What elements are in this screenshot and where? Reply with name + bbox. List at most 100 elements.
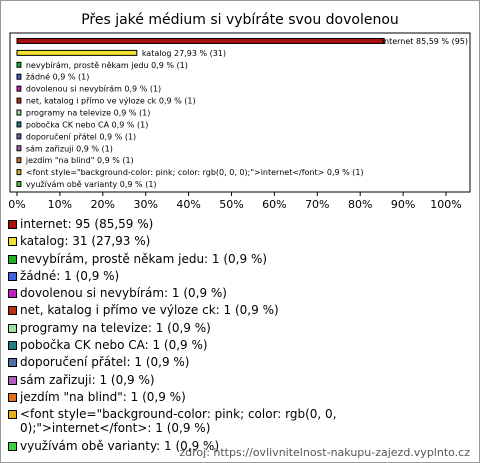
bar-value-label: 0,9 % (1) xyxy=(76,144,113,153)
legend-item: žádné: 1 (0,9 %) xyxy=(8,269,463,283)
chart-title: Přes jaké médium si vybíráte svou dovole… xyxy=(81,12,399,28)
bar-category: pobočka CK nebo CA xyxy=(26,119,110,129)
x-tick-label: 100% xyxy=(430,198,461,211)
bar xyxy=(16,49,138,56)
bar-label: internet 85,59 % (95) xyxy=(382,36,468,45)
bar-value-label: 0,9 % (1) xyxy=(120,180,157,189)
legend-item: sám zařizuji: 1 (0,9 %) xyxy=(8,373,463,387)
legend-swatch xyxy=(8,254,17,264)
x-tick-label: 50% xyxy=(219,198,243,211)
legend-label: net, katalog i přímo ve výloze ck: 1 (0,… xyxy=(20,303,279,318)
legend-item: pobočka CK nebo CA: 1 (0,9 %) xyxy=(8,338,463,352)
legend-label: pobočka CK nebo CA: 1 (0,9 %) xyxy=(20,338,208,353)
bar-category: net, katalog i přímo ve výloze ck xyxy=(26,96,157,105)
x-tick-label: 30% xyxy=(133,198,157,211)
x-tick-label: 80% xyxy=(348,198,372,211)
bar-value-label: 27,93 % (31) xyxy=(174,48,226,57)
bar-label: pobočka CK nebo CA 0,9 % (1) xyxy=(26,119,149,129)
bar-label: nevybírám, prostě někam jedu 0,9 % (1) xyxy=(26,60,188,69)
bar-label: jezdím "na blind" 0,9 % (1) xyxy=(25,156,134,165)
legend-item: využívám obě varianty: 1 (0,9 %) xyxy=(8,439,463,453)
bar-value-label: 0,9 % (1) xyxy=(112,120,149,129)
bar-label: net, katalog i přímo ve výloze ck 0,9 % … xyxy=(26,96,196,105)
legend-item: programy na televize: 1 (0,9 %) xyxy=(8,321,463,335)
x-tick-label: 70% xyxy=(305,198,329,211)
bar-label: žádné 0,9 % (1) xyxy=(26,71,89,81)
legend-swatch xyxy=(8,289,17,299)
x-tick-label: 0% xyxy=(8,198,25,211)
x-tick-label: 20% xyxy=(91,198,115,211)
legend-item: katalog: 31 (27,93 %) xyxy=(8,234,463,248)
bar-category: programy na televize xyxy=(26,108,111,117)
legend-swatch xyxy=(8,220,17,229)
bar-label: sám zařizuji 0,9 % (1) xyxy=(26,144,113,153)
legend-swatch xyxy=(8,358,17,368)
legend-label: žádné: 1 (0,9 %) xyxy=(20,268,120,283)
legend-label: katalog: 31 (27,93 %) xyxy=(20,234,151,249)
legend-label: využívám obě varianty: 1 (0,9 %) xyxy=(20,438,220,453)
bar-value-label: 0,9 % (1) xyxy=(99,132,136,141)
legend-swatch xyxy=(8,341,17,351)
legend-item: jezdím "na blind": 1 (0,9 %) xyxy=(8,390,463,404)
legend: internet: 95 (85,59 %) katalog: 31 (27,93… xyxy=(8,217,463,456)
bar xyxy=(16,37,385,44)
bar-category: nevybírám, prostě někam jedu xyxy=(26,60,149,69)
bar-label: doporučení přátel 0,9 % (1) xyxy=(26,131,136,141)
legend-label: programy na televize: 1 (0,9 %) xyxy=(20,320,211,335)
legend-item: doporučení přátel: 1 (0,9 %) xyxy=(8,355,463,369)
bar xyxy=(16,121,22,128)
legend-item: <font style="background-color: pink; col… xyxy=(8,407,463,435)
legend-label: nevybírám, prostě někam jedu: 1 (0,9 %) xyxy=(20,251,268,266)
legend-swatch xyxy=(8,323,17,333)
legend-swatch xyxy=(8,271,17,281)
bar-value-label: 85,59 % (95) xyxy=(416,36,468,45)
legend-swatch xyxy=(8,375,17,385)
legend-label: doporučení přátel: 1 (0,9 %) xyxy=(20,355,190,370)
bar-value-label: 0,9 % (1) xyxy=(151,60,188,69)
legend-item: dovolenou si nevybírám: 1 (0,9 %) xyxy=(8,286,463,300)
legend-swatch xyxy=(8,306,17,316)
bar-category: jezdím "na blind" xyxy=(25,156,95,165)
bar-category: internet xyxy=(382,36,414,45)
legend-label: internet: 95 (85,59 %) xyxy=(20,217,154,231)
bar xyxy=(16,73,22,80)
bar-value-label: 0,9 % (1) xyxy=(114,108,151,117)
bar-label: využívám obě varianty 0,9 % (1) xyxy=(26,180,157,189)
bar-value-label: 0,9 % (1) xyxy=(327,168,364,177)
source: zdroj: https://ovlivnitelnost-nakupu-zaj… xyxy=(179,446,470,459)
bar xyxy=(16,169,22,176)
bar-label: <font style="background-color: pink; col… xyxy=(26,168,364,177)
x-tick-label: 60% xyxy=(262,198,286,211)
bar-category: <font style="background-color: pink; col… xyxy=(26,168,324,177)
bar-value-label: 0,9 % (1) xyxy=(97,156,134,165)
legend-label: dovolenou si nevybírám: 1 (0,9 %) xyxy=(20,286,227,301)
legend-item: internet: 95 (85,59 %) xyxy=(8,217,463,231)
legend-label: sám zařizuji: 1 (0,9 %) xyxy=(20,372,155,387)
legend-item: net, katalog i přímo ve výloze ck: 1 (0,… xyxy=(8,303,463,317)
chart: Přes jaké médium si vybíráte svou dovole… xyxy=(8,12,471,211)
bar-value-label: 0,9 % (1) xyxy=(124,84,161,93)
x-tick-label: 90% xyxy=(391,198,415,211)
bar-label: dovolenou si nevybírám 0,9 % (1) xyxy=(26,84,161,93)
x-tick-label: 40% xyxy=(176,198,200,211)
legend-label: jezdím "na blind": 1 (0,9 %) xyxy=(20,389,186,404)
legend-swatch xyxy=(8,410,17,420)
legend-swatch xyxy=(8,237,17,247)
bar-category: žádné xyxy=(26,71,50,81)
bar xyxy=(16,133,22,140)
bar xyxy=(16,97,22,104)
legend-label: <font style="background-color: pink; col… xyxy=(20,407,337,436)
bar xyxy=(16,109,22,116)
bar-category: dovolenou si nevybírám xyxy=(26,84,122,93)
plot-area xyxy=(9,32,471,193)
bar xyxy=(16,85,22,92)
bar-label: katalog 27,93 % (31) xyxy=(142,48,226,57)
bar-category: katalog xyxy=(142,48,172,57)
bar-label: programy na televize 0,9 % (1) xyxy=(26,108,151,117)
legend-item: nevybírám, prostě někam jedu: 1 (0,9 %) xyxy=(8,252,463,266)
bar xyxy=(16,145,22,152)
bar-value-label: 0,9 % (1) xyxy=(53,72,90,81)
bar xyxy=(16,61,22,68)
bar xyxy=(16,157,22,164)
